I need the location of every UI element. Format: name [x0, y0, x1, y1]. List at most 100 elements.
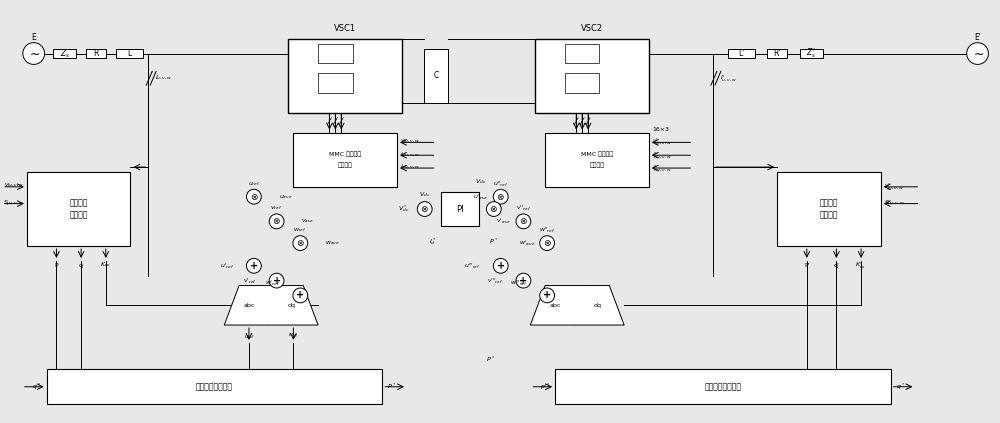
Text: $v_{ref}$: $v_{ref}$: [270, 205, 283, 212]
Text: $i_{pu,v,w}$: $i_{pu,v,w}$: [400, 163, 420, 173]
Text: $u_{rq}$: $u_{rq}$: [288, 332, 299, 341]
Text: dq: dq: [593, 303, 601, 308]
Polygon shape: [224, 286, 318, 325]
Text: $V^*_{dc}$: $V^*_{dc}$: [398, 203, 410, 214]
Circle shape: [246, 258, 261, 273]
Text: E: E: [31, 33, 36, 42]
Text: $\otimes$: $\otimes$: [496, 192, 505, 202]
Text: $v_{ju,v,w}'$: $v_{ju,v,w}'$: [652, 137, 672, 148]
FancyBboxPatch shape: [767, 49, 787, 58]
FancyBboxPatch shape: [27, 172, 130, 246]
Text: $K_{\psi s}$: $K_{\psi s}$: [100, 261, 111, 271]
Text: 虚拟磁链: 虚拟磁链: [820, 199, 838, 208]
Text: $w_{ave}$: $w_{ave}$: [325, 239, 340, 247]
Text: $v_{ju,v,w}$: $v_{ju,v,w}$: [4, 182, 24, 192]
Text: 生成模块: 生成模块: [589, 163, 604, 168]
Text: $u''_{ref}$: $u''_{ref}$: [493, 179, 508, 189]
FancyBboxPatch shape: [47, 369, 382, 404]
Circle shape: [493, 258, 508, 273]
Text: $w''_{ref}$: $w''_{ref}$: [539, 225, 555, 235]
Text: 计算模块: 计算模块: [69, 211, 88, 220]
Circle shape: [269, 214, 284, 229]
Text: VSC2: VSC2: [581, 25, 603, 33]
Circle shape: [246, 189, 261, 204]
Text: $\otimes$: $\otimes$: [272, 217, 281, 226]
Text: $P^*$: $P^*$: [387, 382, 396, 391]
FancyBboxPatch shape: [535, 39, 649, 113]
Circle shape: [516, 273, 531, 288]
Text: L: L: [127, 49, 132, 58]
Polygon shape: [530, 286, 624, 325]
Text: $Z_s$: $Z_s$: [60, 47, 70, 60]
Text: 计算模块: 计算模块: [820, 211, 838, 220]
Text: $v'''_{ref}$: $v'''_{ref}$: [487, 276, 504, 286]
Text: MMC 触发脉冲: MMC 触发脉冲: [329, 151, 361, 157]
FancyBboxPatch shape: [288, 39, 402, 113]
Text: $i_{nu,v,w}$: $i_{nu,v,w}$: [400, 151, 420, 159]
Text: +: +: [273, 276, 281, 286]
Circle shape: [417, 202, 432, 217]
Circle shape: [540, 236, 555, 250]
Text: $v_{ave}$: $v_{ave}$: [301, 217, 315, 225]
Text: R': R': [773, 49, 781, 58]
Text: $\sim$: $\sim$: [27, 47, 41, 60]
Text: $v_{ju,v,w}'$: $v_{ju,v,w}'$: [884, 181, 904, 192]
Text: $\otimes$: $\otimes$: [250, 192, 258, 202]
Text: $K_{\psi s}'$: $K_{\psi s}'$: [855, 260, 867, 272]
Text: q: q: [79, 263, 83, 268]
Text: MMC 触发脉冲: MMC 触发脉冲: [581, 151, 613, 157]
Text: VSC1: VSC1: [334, 25, 356, 33]
Text: $P^*$: $P^*$: [489, 236, 498, 246]
Circle shape: [293, 236, 308, 250]
Text: 16×3: 16×3: [653, 127, 670, 132]
Text: $\otimes$: $\otimes$: [420, 204, 429, 214]
Circle shape: [293, 288, 308, 303]
Text: $\otimes$: $\otimes$: [519, 217, 528, 226]
Text: $S_{ju,v,w}$: $S_{ju,v,w}$: [884, 198, 904, 209]
Text: $v'_{ref}$: $v'_{ref}$: [243, 276, 257, 286]
Text: $I_{u,v,w}$: $I_{u,v,w}$: [155, 74, 172, 82]
Text: $\sim$: $\sim$: [971, 47, 984, 60]
Text: $u'_{ave}$: $u'_{ave}$: [473, 192, 488, 202]
Text: $Z_s'$: $Z_s'$: [806, 47, 816, 60]
FancyBboxPatch shape: [800, 49, 823, 58]
FancyBboxPatch shape: [777, 172, 881, 246]
FancyBboxPatch shape: [728, 49, 755, 58]
Text: $I_{u,v,w}'$: $I_{u,v,w}'$: [720, 73, 737, 83]
Text: C: C: [434, 71, 439, 80]
Text: $V_{dc}$: $V_{dc}$: [475, 177, 487, 186]
FancyBboxPatch shape: [318, 73, 353, 93]
Circle shape: [269, 273, 284, 288]
Text: dq: dq: [287, 303, 295, 308]
Text: +: +: [296, 291, 304, 300]
Text: $\otimes$: $\otimes$: [489, 204, 498, 214]
Text: +: +: [497, 261, 505, 271]
Text: R: R: [93, 49, 99, 58]
Text: $u_{ave}$: $u_{ave}$: [279, 193, 292, 201]
Circle shape: [516, 214, 531, 229]
Text: $u_{ref}$: $u_{ref}$: [248, 180, 260, 188]
Text: $P^*$: $P^*$: [486, 355, 495, 364]
Text: $q^*$: $q^*$: [896, 382, 905, 392]
Text: abc: abc: [243, 303, 255, 308]
Text: $S_{ju,v,w}$: $S_{ju,v,w}$: [3, 198, 24, 209]
FancyBboxPatch shape: [441, 192, 479, 226]
Text: 变流器功率控制环: 变流器功率控制环: [704, 382, 741, 391]
Text: 虚拟磁链: 虚拟磁链: [69, 199, 88, 208]
Text: $w'_{ave}$: $w'_{ave}$: [519, 238, 536, 248]
FancyBboxPatch shape: [116, 49, 143, 58]
Text: $u'''_{ref}$: $u'''_{ref}$: [464, 261, 481, 271]
Circle shape: [486, 202, 501, 217]
FancyBboxPatch shape: [86, 49, 106, 58]
Text: +: +: [543, 291, 551, 300]
Text: +: +: [519, 276, 527, 286]
Circle shape: [493, 189, 508, 204]
Text: $w'_{ref}$: $w'_{ref}$: [265, 279, 281, 288]
Text: $w'''_{ref}$: $w'''_{ref}$: [510, 279, 527, 288]
FancyBboxPatch shape: [565, 44, 599, 63]
Text: P: P: [55, 263, 58, 268]
Text: 变流器功率控制环: 变流器功率控制环: [196, 382, 233, 391]
FancyBboxPatch shape: [318, 44, 353, 63]
FancyBboxPatch shape: [53, 49, 76, 58]
FancyBboxPatch shape: [555, 369, 891, 404]
